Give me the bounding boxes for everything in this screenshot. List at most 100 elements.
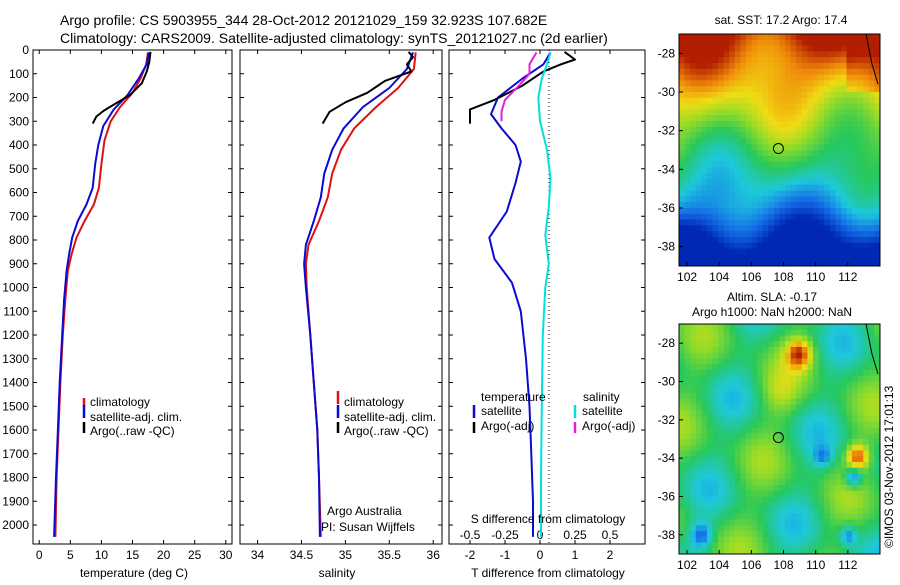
map-cell bbox=[773, 324, 780, 331]
map-cell bbox=[690, 479, 697, 486]
map-cell bbox=[840, 375, 847, 382]
map-cell bbox=[684, 416, 691, 423]
sst-map-panel: sat. SST: 17.2 Argo: 17.4 102 104 106 108 11… bbox=[658, 13, 881, 284]
map-cell bbox=[695, 237, 702, 244]
map-cell bbox=[701, 398, 708, 405]
map-cell bbox=[863, 63, 870, 70]
map-cell bbox=[835, 439, 842, 446]
map-cell bbox=[840, 485, 847, 492]
map-cell bbox=[790, 68, 797, 75]
map-cell bbox=[768, 548, 775, 555]
map-cell bbox=[790, 393, 797, 400]
map-cell bbox=[695, 208, 702, 215]
map-cell bbox=[790, 410, 797, 417]
map-cell bbox=[818, 525, 825, 532]
map-cell bbox=[857, 473, 864, 480]
map-cell bbox=[729, 398, 736, 405]
map-cell bbox=[779, 473, 786, 480]
map-cell bbox=[701, 184, 708, 191]
map-cell bbox=[852, 485, 859, 492]
map-cell bbox=[829, 433, 836, 440]
map-cell bbox=[746, 202, 752, 209]
map-cell bbox=[712, 496, 719, 503]
map-cell bbox=[840, 479, 847, 486]
map-cell bbox=[706, 184, 713, 191]
map-cell bbox=[718, 115, 725, 122]
map-cell bbox=[874, 237, 881, 244]
salinity-legend-climatology: climatology bbox=[344, 395, 404, 409]
map-cell bbox=[874, 51, 881, 58]
map-cell bbox=[818, 248, 825, 255]
map-cell bbox=[751, 132, 758, 139]
map-cell bbox=[874, 542, 881, 549]
map-cell bbox=[701, 231, 708, 238]
map-cell bbox=[684, 519, 691, 526]
map-cell bbox=[718, 370, 725, 377]
x-tick-label: 34 bbox=[251, 548, 265, 562]
map-cell bbox=[729, 231, 736, 238]
map-cell bbox=[701, 427, 708, 434]
map-cell bbox=[729, 502, 736, 509]
map-cell bbox=[824, 115, 831, 122]
map-cell bbox=[751, 213, 758, 220]
map-cell bbox=[846, 536, 853, 543]
map-cell bbox=[857, 358, 864, 365]
map-cell bbox=[857, 324, 864, 331]
map-cell bbox=[684, 335, 691, 342]
map-cell bbox=[718, 473, 725, 480]
map-cell bbox=[773, 121, 780, 128]
map-cell bbox=[684, 161, 691, 168]
map-cell bbox=[690, 508, 697, 515]
map-cell bbox=[773, 97, 780, 104]
map-cell bbox=[773, 202, 780, 209]
map-cell bbox=[757, 144, 764, 151]
map-cell bbox=[723, 370, 730, 377]
map-cell bbox=[868, 381, 875, 388]
map-cell bbox=[807, 519, 814, 526]
map-cell bbox=[684, 190, 691, 197]
map-cell bbox=[868, 347, 875, 354]
map-cell bbox=[790, 213, 797, 220]
map-cell bbox=[695, 51, 702, 58]
map-cell bbox=[690, 68, 697, 75]
map-cell bbox=[790, 370, 797, 377]
map-cell bbox=[762, 548, 769, 555]
map-cell bbox=[785, 242, 792, 249]
map-cell bbox=[695, 496, 702, 503]
map-cell bbox=[840, 370, 847, 377]
map-cell bbox=[840, 248, 847, 255]
map-cell bbox=[701, 370, 708, 377]
map-cell bbox=[751, 68, 758, 75]
map-cell bbox=[835, 92, 842, 99]
map-cell bbox=[796, 74, 803, 81]
map-cell bbox=[746, 51, 752, 58]
map-cell bbox=[874, 248, 881, 255]
temperature-legend: climatology satellite-adj. clim. Argo(..… bbox=[82, 395, 182, 438]
map-cell bbox=[874, 502, 881, 509]
map-cell bbox=[773, 63, 780, 70]
map-cell bbox=[829, 45, 836, 52]
map-cell bbox=[785, 421, 792, 428]
map-cell bbox=[768, 202, 775, 209]
map-cell bbox=[706, 138, 713, 145]
map-cell bbox=[718, 202, 725, 209]
map-cell bbox=[773, 536, 780, 543]
map-cell bbox=[796, 358, 803, 365]
map-cell bbox=[695, 421, 702, 428]
map-cell bbox=[718, 74, 725, 81]
map-cell bbox=[768, 508, 775, 515]
map-cell bbox=[684, 462, 691, 469]
map-cell bbox=[679, 375, 685, 382]
map-cell bbox=[768, 370, 775, 377]
map-cell bbox=[746, 103, 752, 110]
map-cell bbox=[796, 208, 803, 215]
map-cell bbox=[818, 225, 825, 232]
map-cell bbox=[807, 132, 814, 139]
map-cell bbox=[773, 242, 780, 249]
map-cell bbox=[773, 467, 780, 474]
map-cell bbox=[768, 496, 775, 503]
map-cell bbox=[751, 508, 758, 515]
map-cell bbox=[779, 427, 786, 434]
map-cell bbox=[712, 410, 719, 417]
map-cell bbox=[762, 213, 769, 220]
